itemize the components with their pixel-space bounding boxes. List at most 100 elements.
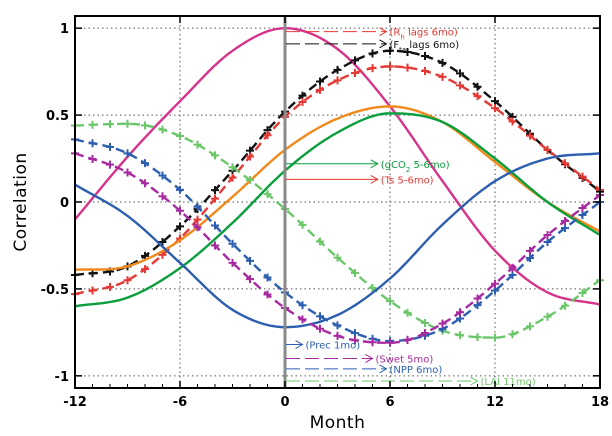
series-6-marker (333, 253, 342, 262)
y-axis-title: Correlation (11, 152, 31, 251)
series-6-marker (211, 151, 219, 160)
series-8-marker (351, 329, 359, 338)
series-9-marker (508, 263, 517, 272)
y-tick-label: 0.5 (46, 109, 69, 124)
y-tick-label: -0.5 (41, 283, 69, 298)
series-6-marker (88, 120, 97, 129)
annotation-label-5: (Prec 1mo) (306, 341, 361, 352)
series-9-marker (88, 154, 97, 163)
series-6-marker (561, 301, 569, 310)
series-2-marker (176, 222, 184, 231)
series-6-marker (351, 269, 359, 278)
series-3-marker (246, 152, 254, 161)
series-6-marker (368, 283, 377, 292)
series-9-marker (333, 331, 342, 340)
series-6-marker (578, 288, 587, 297)
annotation-label-part: h (400, 34, 404, 42)
series-3-marker (368, 64, 377, 73)
series-9-marker (263, 290, 272, 299)
x-tick-label: 18 (591, 395, 609, 410)
annotation-arrowhead (379, 27, 388, 37)
series-8-marker (106, 143, 114, 152)
series-6-marker (403, 308, 412, 317)
series-6-marker (176, 131, 184, 140)
annotation-arrowhead (295, 340, 304, 349)
series-6-marker (141, 121, 149, 130)
series-9-marker (526, 246, 534, 255)
series-6-marker (158, 125, 167, 134)
series-2-marker (386, 46, 394, 55)
annotation-label-part: ta (399, 46, 406, 54)
series-9-marker (123, 168, 132, 177)
series-8-marker (211, 221, 219, 230)
series-8-marker (298, 301, 307, 310)
series-3-marker (193, 215, 202, 224)
series-3-marker (543, 145, 552, 154)
annotation-label-part: (Ts 5-6mo) (381, 175, 434, 186)
series-3-marker (316, 85, 324, 94)
series-6-marker (316, 237, 324, 246)
series-8-marker (561, 224, 569, 233)
series-2-marker (158, 237, 167, 246)
series-6-marker (473, 333, 482, 342)
series-8-marker (88, 139, 97, 148)
series-3-marker (526, 131, 534, 140)
y-tick-label: 1 (60, 22, 69, 37)
series-3-marker (473, 92, 482, 101)
series-line-2 (74, 49, 601, 277)
series-3-marker (456, 81, 464, 90)
series-8-marker (333, 321, 342, 330)
series-9-marker (298, 315, 307, 324)
series-2-marker (491, 97, 499, 106)
series-3-marker (386, 62, 394, 71)
series-3-marker (298, 98, 307, 107)
series-line-5 (74, 112, 601, 308)
series-9-marker (473, 294, 482, 303)
series-3-marker (508, 117, 517, 126)
series-6-marker (228, 163, 237, 172)
annotation-label-4: (Ts 5-6mo) (381, 175, 434, 186)
series-line-4 (74, 105, 601, 271)
annotation-arrowhead (379, 364, 388, 374)
annotation-label-part: lags 6mo) (406, 40, 459, 51)
series-8-marker (263, 273, 272, 282)
annotation-arrowhead (379, 39, 388, 49)
series-2-marker (368, 49, 377, 58)
series-3-marker (421, 67, 429, 76)
series-6-marker (543, 312, 552, 321)
series-9-marker (106, 160, 114, 169)
series-8-marker (526, 253, 534, 262)
series-2-marker (456, 69, 464, 78)
annotation-arrowhead (370, 159, 379, 169)
series-9-marker (491, 279, 499, 288)
series-8-marker (141, 159, 149, 168)
annotation-label-3: (gCO2 5-6mo) (381, 160, 450, 174)
x-tick-label: 6 (385, 395, 394, 410)
series-9-marker (386, 338, 394, 347)
series-2-marker (351, 56, 359, 65)
series-9-marker (246, 275, 254, 284)
series-2-marker (333, 65, 342, 74)
series-6-marker (298, 220, 307, 229)
annotation-label-part: (Prec 1mo) (306, 341, 361, 352)
series-6-marker (246, 176, 254, 185)
annotation-label-part: (F (390, 40, 400, 51)
series-line-8 (74, 138, 601, 343)
series-3-marker (561, 159, 569, 168)
series-2-marker (421, 52, 429, 61)
series-6-marker (193, 140, 202, 149)
y-tick-label: -1 (55, 370, 69, 385)
series-9-marker (561, 217, 569, 226)
annotation-label-2: (Fta lags 6mo) (390, 40, 460, 54)
series-8-marker (193, 202, 202, 211)
series-2-marker (211, 186, 219, 195)
series-8-marker (123, 149, 132, 158)
series-6-marker (491, 333, 499, 342)
series-8-marker (508, 270, 517, 279)
series-3-marker (491, 104, 499, 113)
series-6-marker (421, 318, 429, 327)
y-tick-labels: 1 0.5 0 -0.5 -1 (41, 22, 69, 385)
series-line-7 (74, 152, 601, 329)
series-3-marker (351, 68, 359, 77)
